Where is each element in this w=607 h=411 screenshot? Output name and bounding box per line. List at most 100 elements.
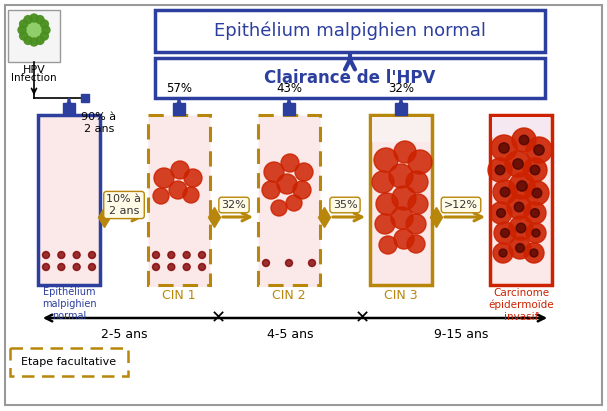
Circle shape: [264, 162, 284, 182]
Circle shape: [271, 200, 287, 216]
Bar: [260, 236, 318, 253]
Circle shape: [379, 236, 397, 254]
Circle shape: [534, 145, 544, 155]
Circle shape: [198, 263, 206, 270]
Circle shape: [408, 194, 428, 214]
Circle shape: [30, 38, 38, 46]
Text: Etape facultative: Etape facultative: [21, 357, 117, 367]
Circle shape: [391, 207, 413, 229]
Text: 57%: 57%: [166, 83, 192, 95]
Bar: [40, 270, 98, 287]
Circle shape: [494, 222, 516, 244]
Text: CIN 2: CIN 2: [272, 289, 306, 302]
Circle shape: [42, 263, 50, 270]
Bar: [260, 253, 318, 270]
Text: Clairance de l'HPV: Clairance de l'HPV: [264, 69, 436, 87]
Circle shape: [493, 180, 517, 204]
Circle shape: [277, 174, 297, 194]
Circle shape: [376, 193, 398, 215]
Circle shape: [281, 154, 299, 172]
Circle shape: [505, 151, 531, 177]
Text: 32%: 32%: [388, 83, 414, 95]
Text: >12%: >12%: [444, 200, 478, 210]
Bar: [40, 236, 98, 253]
Bar: [40, 219, 98, 236]
Bar: [81, 94, 89, 102]
Bar: [155, 10, 545, 52]
Circle shape: [519, 135, 529, 145]
Circle shape: [530, 165, 540, 175]
Circle shape: [184, 169, 202, 187]
Circle shape: [392, 186, 416, 210]
Text: HPV: HPV: [22, 65, 46, 75]
Bar: [490, 115, 552, 285]
Circle shape: [509, 216, 533, 240]
Bar: [260, 202, 318, 219]
Circle shape: [526, 137, 552, 163]
Circle shape: [512, 128, 536, 152]
Circle shape: [491, 135, 517, 161]
Circle shape: [58, 252, 65, 259]
Circle shape: [169, 181, 187, 199]
Circle shape: [525, 181, 549, 205]
Bar: [148, 115, 210, 285]
Circle shape: [30, 14, 38, 22]
Circle shape: [495, 165, 505, 175]
Circle shape: [375, 214, 395, 234]
Circle shape: [514, 202, 524, 212]
Circle shape: [18, 26, 26, 34]
Circle shape: [295, 163, 313, 181]
Bar: [150, 219, 208, 236]
Circle shape: [517, 181, 527, 191]
Circle shape: [36, 37, 44, 44]
Circle shape: [389, 164, 413, 188]
Bar: [260, 117, 318, 134]
Text: 9-15 ans: 9-15 ans: [434, 328, 488, 340]
Text: 90% à
2 ans: 90% à 2 ans: [81, 112, 117, 134]
Bar: [150, 253, 208, 270]
Circle shape: [308, 259, 316, 266]
Circle shape: [154, 168, 174, 188]
Circle shape: [262, 259, 270, 266]
Bar: [10, 348, 128, 376]
Bar: [40, 117, 98, 134]
Circle shape: [408, 150, 432, 174]
Bar: [150, 236, 208, 253]
Bar: [492, 117, 550, 137]
Circle shape: [285, 259, 293, 266]
Circle shape: [407, 235, 425, 253]
Circle shape: [41, 32, 49, 40]
Circle shape: [499, 249, 507, 257]
Circle shape: [152, 263, 160, 270]
Text: CIN 1: CIN 1: [162, 289, 196, 302]
Bar: [150, 185, 208, 202]
Bar: [150, 168, 208, 185]
Bar: [63, 103, 75, 115]
Circle shape: [183, 263, 190, 270]
Circle shape: [406, 214, 426, 234]
Circle shape: [523, 158, 547, 182]
Bar: [150, 134, 208, 151]
Circle shape: [89, 263, 95, 270]
Bar: [150, 270, 208, 287]
Circle shape: [58, 263, 65, 270]
Circle shape: [168, 252, 175, 259]
Text: CIN 3: CIN 3: [384, 289, 418, 302]
Circle shape: [153, 188, 169, 204]
Text: 35%: 35%: [333, 200, 358, 210]
Circle shape: [89, 252, 95, 259]
Circle shape: [531, 209, 540, 217]
Circle shape: [394, 229, 414, 249]
Circle shape: [524, 243, 544, 263]
Bar: [260, 185, 318, 202]
Bar: [150, 151, 208, 168]
Circle shape: [19, 32, 27, 40]
Text: 4-5 ans: 4-5 ans: [266, 328, 313, 340]
Bar: [395, 103, 407, 115]
Bar: [370, 115, 432, 285]
Bar: [260, 134, 318, 151]
Circle shape: [526, 223, 546, 243]
Circle shape: [73, 263, 80, 270]
Circle shape: [198, 252, 206, 259]
Bar: [40, 134, 98, 151]
